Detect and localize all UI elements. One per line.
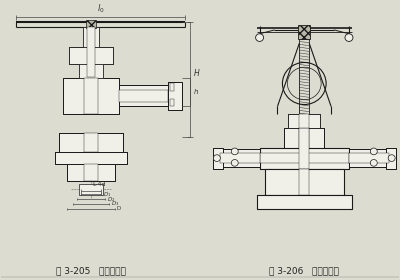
Bar — [87, 27, 95, 77]
Circle shape — [231, 148, 238, 155]
Bar — [288, 114, 320, 129]
Bar — [168, 81, 182, 110]
Text: h: h — [194, 89, 198, 95]
Bar — [213, 148, 223, 169]
Circle shape — [388, 155, 395, 162]
Bar — [299, 129, 309, 148]
Bar — [170, 99, 174, 106]
Text: $l_0$: $l_0$ — [97, 2, 104, 15]
Circle shape — [370, 160, 377, 166]
Text: 图 3-205   角式截止阀: 图 3-205 角式截止阀 — [56, 267, 126, 276]
Bar — [220, 153, 260, 163]
Bar — [386, 148, 396, 169]
Bar — [67, 164, 114, 181]
Bar — [299, 39, 309, 114]
Bar — [84, 78, 98, 114]
Bar — [213, 148, 223, 169]
Bar — [284, 129, 324, 148]
Text: 图 3-206   三通截止阀: 图 3-206 三通截止阀 — [269, 267, 339, 276]
Bar — [63, 78, 118, 114]
Text: $D_3$: $D_3$ — [111, 200, 119, 208]
Bar — [84, 133, 98, 152]
Text: $D_1$: $D_1$ — [103, 190, 111, 199]
Circle shape — [345, 34, 353, 41]
Bar — [260, 153, 349, 163]
Bar — [79, 64, 103, 78]
Bar — [63, 78, 118, 114]
Bar — [386, 148, 396, 169]
Bar — [220, 150, 260, 167]
Bar — [349, 150, 389, 167]
Bar — [118, 85, 168, 106]
Bar — [79, 184, 103, 195]
Text: $D_2$: $D_2$ — [107, 195, 115, 204]
Bar — [55, 152, 126, 164]
Bar — [349, 153, 389, 163]
Bar — [55, 152, 126, 164]
Bar — [299, 114, 309, 129]
Bar — [170, 83, 174, 91]
Bar — [83, 27, 99, 48]
Bar — [168, 81, 182, 110]
Bar — [284, 129, 324, 148]
Bar — [288, 114, 320, 129]
Circle shape — [231, 160, 238, 166]
Bar — [118, 90, 168, 102]
Bar — [260, 148, 349, 169]
Bar — [59, 133, 122, 152]
Bar — [220, 150, 260, 167]
Bar — [257, 195, 352, 209]
Bar — [59, 133, 122, 152]
Bar — [298, 25, 310, 39]
Bar — [83, 27, 99, 48]
Text: L·4d: L·4d — [92, 182, 106, 187]
Bar — [69, 47, 113, 64]
Bar — [349, 150, 389, 167]
Bar — [86, 20, 96, 28]
Bar — [67, 164, 114, 181]
Circle shape — [256, 34, 264, 41]
Text: H: H — [194, 69, 200, 78]
Bar — [257, 195, 352, 209]
Bar — [299, 129, 309, 169]
Bar — [69, 47, 113, 64]
Bar — [84, 164, 98, 181]
Bar — [264, 169, 344, 195]
Circle shape — [370, 148, 377, 155]
Bar — [260, 148, 349, 169]
Text: D: D — [116, 206, 121, 211]
Bar — [264, 169, 344, 195]
Circle shape — [214, 155, 220, 162]
Bar — [118, 85, 168, 106]
Bar — [299, 169, 309, 195]
Bar — [79, 64, 103, 78]
